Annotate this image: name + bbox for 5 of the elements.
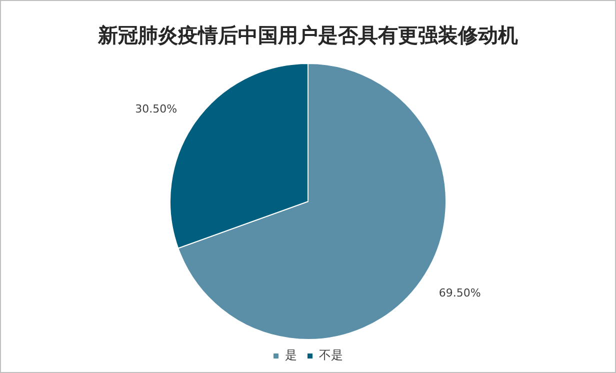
legend-label: 是 xyxy=(285,348,297,362)
legend-label: 不是 xyxy=(319,348,343,362)
data-label: 30.50% xyxy=(135,102,178,116)
data-label: 69.50% xyxy=(438,286,481,300)
chart-title: 新冠肺炎疫情后中国用户是否具有更强装修动机 xyxy=(97,24,518,48)
